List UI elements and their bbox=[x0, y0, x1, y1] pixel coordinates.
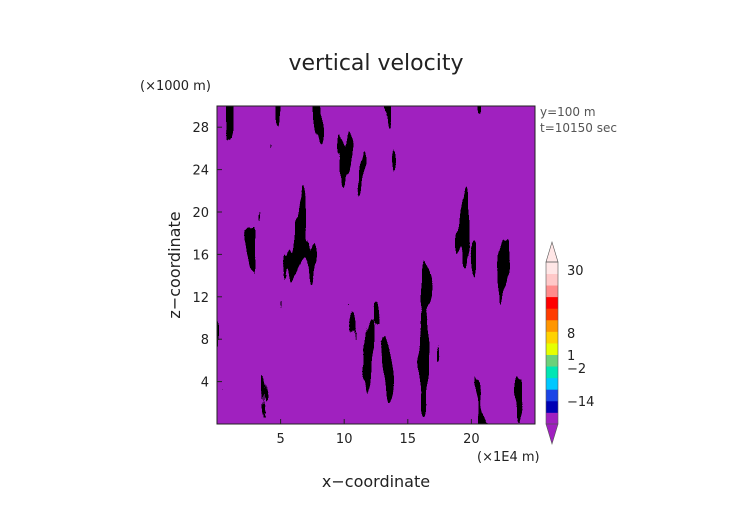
colorbar-swatch bbox=[546, 273, 558, 286]
x-axis-ticks: 5 10 15 20 bbox=[276, 419, 480, 447]
x-unit-label: (×1E4 m) bbox=[477, 450, 540, 465]
x-tick-label: 15 bbox=[400, 432, 417, 447]
y-axis-label: z−coordinate bbox=[165, 211, 184, 318]
plot-frame bbox=[216, 105, 536, 425]
y-tick-label: 20 bbox=[192, 206, 209, 221]
colorbar-tick-label: −2 bbox=[567, 362, 586, 377]
colorbar-frame bbox=[545, 261, 559, 425]
colorbar-swatch bbox=[546, 308, 558, 321]
x-tick-label: 5 bbox=[276, 432, 284, 447]
colorbar-swatch bbox=[546, 343, 558, 355]
colorbar-swatch bbox=[546, 331, 558, 344]
colorbar bbox=[545, 240, 559, 446]
heatmap-field bbox=[217, 106, 535, 424]
colorbar-swatch bbox=[546, 400, 558, 413]
colorbar-labels: 30 8 1−2 −14 bbox=[567, 264, 594, 410]
y-tick-label: 12 bbox=[192, 291, 209, 306]
colorbar-swatch bbox=[546, 285, 558, 298]
colorbar-swatch bbox=[546, 262, 558, 274]
y-unit-label: (×1000 m) bbox=[140, 79, 211, 94]
colorbar-tick-label: 30 bbox=[567, 264, 584, 279]
colorbar-tick-label: 1 bbox=[567, 349, 575, 364]
y-tick-label: 28 bbox=[192, 121, 209, 136]
y-tick-label: 4 bbox=[201, 376, 209, 391]
colorbar-tick-label: −14 bbox=[567, 395, 594, 410]
y-tick-label: 8 bbox=[201, 333, 209, 348]
annotation-group: y=100 m t=10150 sec bbox=[540, 105, 617, 135]
colorbar-bottom-arrow bbox=[545, 423, 559, 446]
chart-title: vertical velocity bbox=[288, 51, 463, 76]
colorbar-swatch bbox=[546, 412, 558, 425]
colorbar-swatch bbox=[546, 354, 558, 367]
x-tick-label: 10 bbox=[336, 432, 353, 447]
plot-area bbox=[216, 105, 536, 425]
y-axis-ticks: 4 8 12 16 20 24 28 bbox=[192, 121, 222, 391]
y-tick-label: 24 bbox=[192, 164, 209, 179]
colorbar-swatch bbox=[546, 296, 558, 309]
colorbar-swatch bbox=[546, 366, 558, 379]
colorbar-tick-label: 8 bbox=[567, 327, 575, 342]
y-tick-label: 16 bbox=[192, 248, 209, 263]
colorbar-swatch bbox=[546, 377, 558, 390]
annotation-time: t=10150 sec bbox=[540, 121, 617, 135]
colorbar-top-arrow bbox=[545, 240, 559, 263]
colorbar-swatch bbox=[546, 389, 558, 402]
colorbar-swatch bbox=[546, 319, 558, 332]
annotation-y-position: y=100 m bbox=[540, 105, 596, 119]
x-tick-label: 20 bbox=[463, 432, 480, 447]
x-axis-label: x−coordinate bbox=[322, 472, 430, 491]
